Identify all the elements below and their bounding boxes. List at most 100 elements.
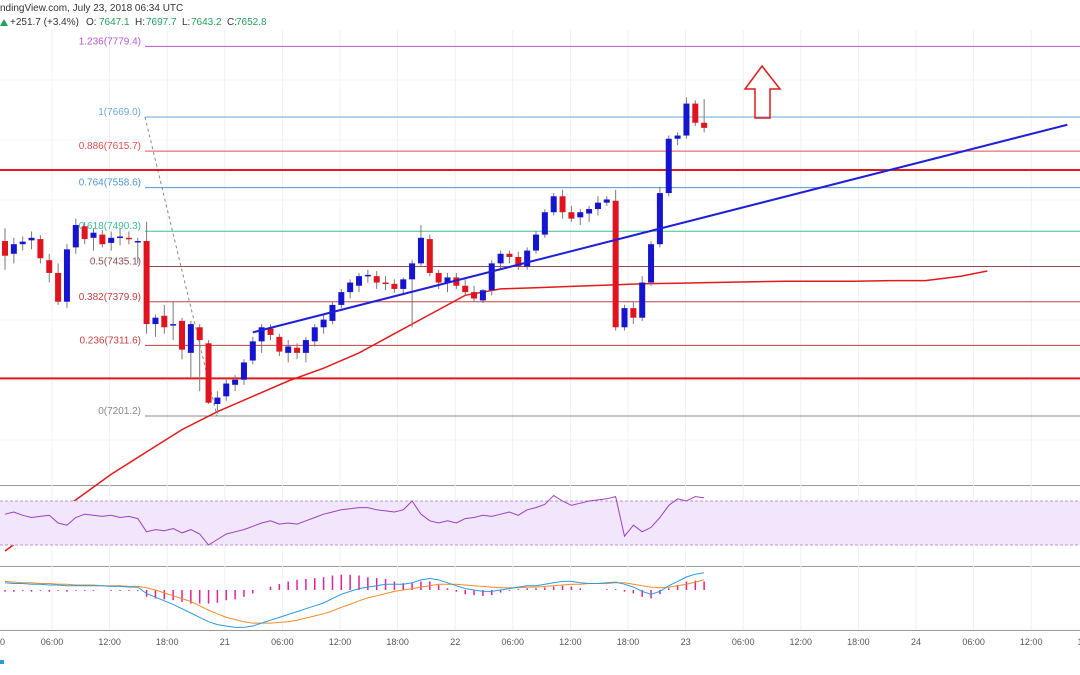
- candle: [497, 250, 504, 270]
- candle: [515, 251, 522, 270]
- high-label: H:: [135, 17, 145, 28]
- candle-body: [125, 237, 132, 240]
- candle: [559, 189, 566, 219]
- candle-body: [205, 343, 212, 403]
- rsi-line: [4, 494, 705, 546]
- candle: [223, 378, 230, 401]
- candle-body: [665, 138, 672, 194]
- candle-body: [612, 200, 619, 328]
- candle: [426, 234, 433, 277]
- candle: [462, 279, 469, 296]
- candle-body: [559, 196, 566, 213]
- close-value: 7652.8: [236, 17, 267, 28]
- candle: [701, 99, 708, 133]
- x-axis-tick-label: 18:00: [617, 637, 640, 647]
- candle: [577, 209, 584, 226]
- candle: [594, 196, 601, 216]
- candle-body: [586, 209, 593, 214]
- candle-body: [462, 285, 469, 293]
- candle-body: [656, 193, 663, 245]
- candle-body: [249, 341, 256, 361]
- fib-level-label: 1(7669.0): [98, 107, 141, 118]
- candle-body: [701, 122, 708, 128]
- candle-body: [568, 212, 575, 219]
- candle-body: [577, 212, 584, 218]
- candle: [152, 314, 159, 337]
- candle: [603, 196, 610, 206]
- x-axis-tick-label: 06:00: [502, 637, 525, 647]
- candle-body: [391, 283, 398, 289]
- candle-body: [19, 241, 26, 245]
- candle: [364, 269, 371, 283]
- candle: [99, 230, 106, 248]
- candle-body: [506, 253, 513, 257]
- open-value: 7647.1: [99, 17, 130, 28]
- candle-body: [533, 234, 539, 251]
- candle-body: [2, 240, 8, 256]
- candle: [356, 272, 362, 293]
- candle: [382, 276, 389, 291]
- fib-level-label: 0.886(7615.7): [79, 141, 141, 152]
- candle-body: [541, 212, 548, 235]
- candle-body: [232, 379, 239, 385]
- candle: [683, 97, 690, 139]
- candle: [568, 205, 575, 222]
- candle-body: [453, 277, 460, 286]
- candle-body: [382, 282, 389, 285]
- fib-level-label: 1.236(7779.4): [79, 36, 141, 47]
- candle: [586, 205, 593, 222]
- candle: [161, 304, 168, 334]
- low-label: L:: [182, 17, 190, 28]
- candle: [488, 260, 495, 296]
- price-up-icon: [0, 19, 8, 26]
- candle: [479, 288, 486, 303]
- candle: [205, 340, 212, 404]
- fib-level-label: 0.618(7490.3): [79, 221, 141, 232]
- candle-body: [524, 250, 531, 267]
- candle: [187, 320, 194, 379]
- candle-body: [179, 320, 185, 350]
- x-axis-tick-label: 18:00: [1078, 637, 1080, 647]
- candle-body: [479, 290, 486, 301]
- candle-body: [46, 260, 53, 273]
- close-label: C:: [227, 17, 237, 28]
- x-axis-tick-label: 22: [450, 637, 460, 647]
- x-axis-tick-label: 12:00: [329, 637, 352, 647]
- candle-body: [161, 315, 168, 328]
- candle: [179, 317, 185, 360]
- candle: [108, 231, 115, 251]
- x-axis-tick-label: 12:00: [790, 637, 813, 647]
- x-axis-tick-label: 24: [911, 637, 921, 647]
- fib-level-label: 0.236(7311.6): [79, 335, 141, 346]
- candle: [302, 336, 309, 363]
- candle: [196, 324, 203, 392]
- candle: [276, 333, 283, 357]
- candle: [417, 225, 424, 267]
- x-axis-tick-label: 18:00: [847, 637, 870, 647]
- candle-body: [400, 279, 407, 289]
- candle-body: [603, 199, 610, 203]
- candle-body: [497, 253, 504, 264]
- fib-level-label: 0(7201.2): [98, 406, 141, 417]
- candle: [391, 279, 398, 293]
- candle: [170, 301, 177, 341]
- candle-body: [214, 397, 221, 404]
- candle-body: [240, 362, 247, 380]
- candle-body: [594, 202, 601, 210]
- moving-average-line: [4, 270, 988, 552]
- candle: [240, 359, 247, 385]
- candle: [214, 391, 221, 414]
- candle: [117, 228, 124, 246]
- candle: [621, 304, 628, 331]
- candle-body: [373, 276, 380, 283]
- candle: [347, 279, 354, 299]
- candle-body: [72, 225, 79, 248]
- candle-body: [90, 232, 97, 238]
- candle: [338, 288, 345, 309]
- trend-line: [252, 123, 1068, 334]
- x-axis-tick-label: 06:00: [41, 637, 64, 647]
- candle-body: [28, 237, 35, 241]
- candle-body: [99, 234, 106, 245]
- x-axis-tick-label: 12:00: [1020, 637, 1043, 647]
